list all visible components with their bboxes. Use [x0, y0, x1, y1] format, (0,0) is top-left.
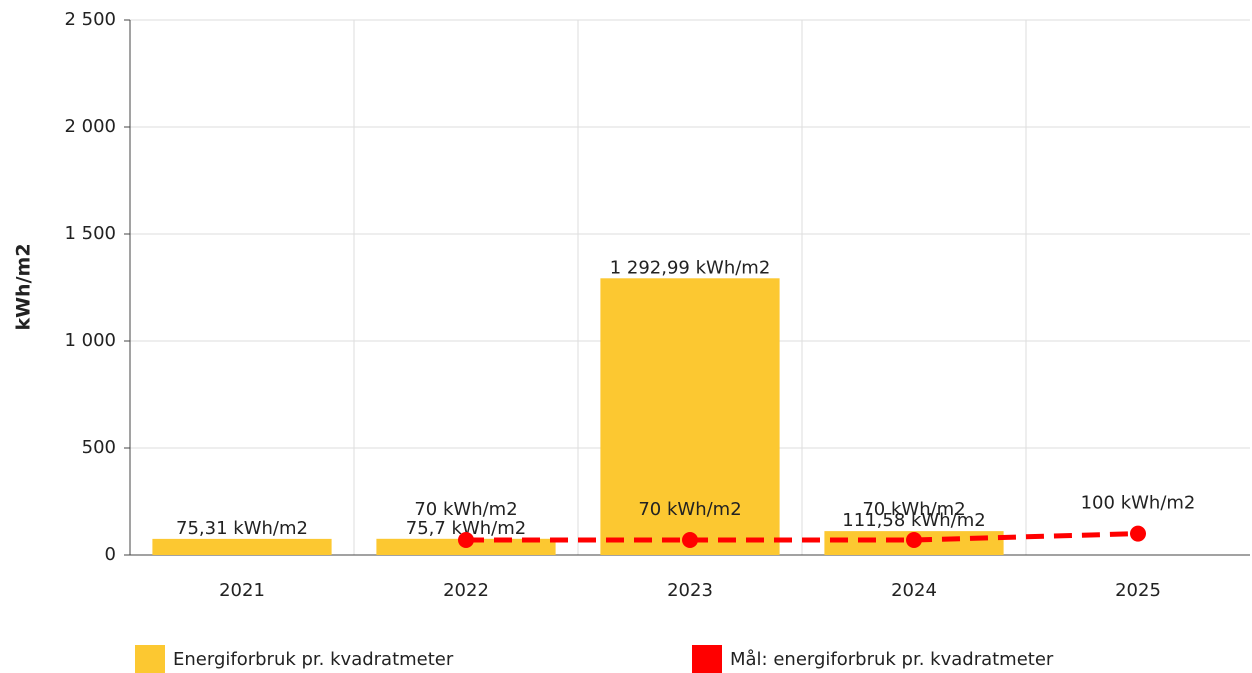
data-label: 70 kWh/m2 [862, 499, 965, 520]
x-tick-label: 2022 [443, 580, 489, 601]
x-tick-label: 2025 [1115, 580, 1161, 601]
data-label: 75,31 kWh/m2 [176, 518, 308, 539]
y-tick-label: 1 500 [64, 223, 116, 244]
legend-swatch [692, 645, 722, 673]
x-tick-label: 2024 [891, 580, 937, 601]
line-point [1130, 525, 1146, 542]
x-tick-label: 2023 [667, 580, 713, 601]
legend-label: Mål: energiforbruk pr. kvadratmeter [730, 649, 1054, 670]
x-tick-label: 2021 [219, 580, 265, 601]
line [466, 531, 1139, 543]
y-axis-label: kWh/m2 [13, 243, 35, 330]
data-label: 100 kWh/m2 [1081, 493, 1196, 514]
y-tick-label: 2 500 [64, 9, 116, 30]
data-label: 70 kWh/m2 [638, 499, 741, 520]
line-point [682, 532, 698, 549]
data-label: 75,7 kWh/m2 [406, 518, 526, 539]
bar [600, 278, 780, 555]
data-label: 70 kWh/m2 [414, 499, 517, 520]
y-tick-label: 1 000 [64, 330, 116, 351]
line-point [906, 532, 922, 549]
bar [152, 538, 332, 555]
legend-label: Energiforbruk pr. kvadratmeter [173, 649, 454, 670]
legend-swatch [135, 645, 165, 673]
y-tick-label: 2 000 [64, 116, 116, 137]
line-point [458, 532, 474, 549]
data-label: 111,58 kWh/m2 [842, 510, 985, 531]
y-tick-label: 500 [82, 437, 116, 458]
y-tick-label: 0 [105, 544, 116, 565]
data-label: 1 292,99 kWh/m2 [610, 257, 771, 278]
